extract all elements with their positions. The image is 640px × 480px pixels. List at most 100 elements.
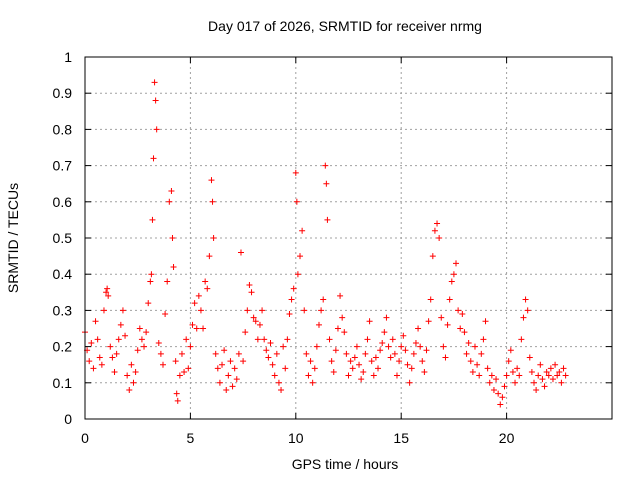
data-point bbox=[436, 235, 443, 241]
data-point bbox=[288, 296, 295, 303]
data-point bbox=[200, 325, 207, 332]
data-point bbox=[212, 350, 219, 357]
data-point bbox=[297, 253, 304, 260]
data-point bbox=[90, 365, 97, 372]
data-point bbox=[273, 350, 280, 357]
y-tick-label: 0.9 bbox=[53, 85, 73, 101]
y-tick-label: 0.3 bbox=[53, 302, 73, 318]
data-point bbox=[351, 354, 358, 361]
data-point bbox=[442, 354, 449, 361]
data-point bbox=[181, 368, 188, 375]
data-point bbox=[170, 263, 177, 270]
data-point bbox=[280, 343, 287, 350]
data-point bbox=[237, 249, 244, 256]
data-point bbox=[385, 343, 392, 350]
data-point bbox=[404, 361, 411, 368]
data-point bbox=[560, 365, 567, 372]
data-point bbox=[292, 169, 299, 176]
data-point bbox=[476, 372, 483, 379]
data-point bbox=[387, 354, 394, 361]
data-point bbox=[539, 376, 546, 383]
data-point bbox=[96, 354, 103, 361]
data-point bbox=[427, 296, 434, 303]
data-point bbox=[307, 358, 314, 365]
data-point bbox=[206, 253, 213, 260]
data-point bbox=[383, 314, 390, 321]
data-point bbox=[349, 365, 356, 372]
data-point bbox=[501, 383, 508, 390]
data-point bbox=[109, 354, 116, 361]
data-point bbox=[499, 394, 506, 401]
data-point bbox=[216, 379, 223, 386]
data-point bbox=[471, 343, 478, 350]
data-point bbox=[111, 368, 118, 375]
data-point bbox=[204, 285, 211, 292]
data-point bbox=[455, 307, 462, 314]
data-point bbox=[440, 343, 447, 350]
data-point bbox=[360, 368, 367, 375]
data-point bbox=[421, 368, 428, 375]
y-tick-label: 0 bbox=[64, 411, 72, 427]
data-point bbox=[484, 365, 491, 372]
data-point bbox=[231, 365, 238, 372]
data-point bbox=[153, 126, 160, 133]
data-point bbox=[398, 343, 405, 350]
grid-lines bbox=[85, 57, 612, 419]
data-point bbox=[209, 198, 216, 205]
data-point bbox=[537, 361, 544, 368]
data-point bbox=[486, 379, 493, 386]
data-point bbox=[320, 296, 327, 303]
data-point bbox=[197, 307, 204, 314]
data-point bbox=[210, 235, 217, 241]
data-point bbox=[168, 187, 175, 194]
data-point bbox=[169, 235, 176, 241]
data-point bbox=[512, 379, 519, 386]
data-point bbox=[115, 336, 122, 343]
axis-ticks: 00.10.20.30.40.50.60.70.80.910 5 10 15 20 bbox=[53, 49, 612, 446]
data-point bbox=[183, 336, 190, 343]
data-point bbox=[185, 365, 192, 372]
data-point bbox=[547, 365, 554, 372]
data-point bbox=[415, 325, 422, 332]
data-point bbox=[526, 354, 533, 361]
data-point bbox=[256, 321, 263, 328]
data-point bbox=[113, 350, 120, 357]
data-point bbox=[152, 97, 159, 104]
data-point bbox=[463, 350, 470, 357]
data-point bbox=[381, 329, 388, 336]
data-point bbox=[493, 376, 500, 383]
y-tick-label: 0.6 bbox=[53, 194, 73, 210]
data-point bbox=[250, 314, 257, 321]
data-point bbox=[103, 289, 110, 296]
data-point bbox=[495, 390, 502, 397]
data-point bbox=[138, 336, 145, 343]
data-point bbox=[396, 358, 403, 365]
data-point bbox=[88, 339, 95, 346]
data-point bbox=[552, 361, 559, 368]
data-point bbox=[556, 368, 563, 375]
x-tick-label: 15 bbox=[393, 430, 409, 446]
data-point bbox=[284, 336, 291, 343]
data-point bbox=[98, 361, 105, 368]
data-point bbox=[176, 372, 183, 379]
data-point bbox=[248, 289, 255, 296]
data-point bbox=[497, 401, 504, 408]
data-point bbox=[259, 307, 266, 314]
data-point bbox=[235, 350, 242, 357]
data-point bbox=[178, 350, 185, 357]
data-point bbox=[562, 372, 569, 379]
data-point bbox=[549, 376, 556, 383]
data-point bbox=[337, 292, 344, 299]
data-point bbox=[315, 321, 322, 328]
data-point bbox=[149, 216, 156, 223]
data-point bbox=[311, 365, 318, 372]
data-point bbox=[545, 372, 552, 379]
series-srmtid bbox=[82, 79, 569, 408]
data-point bbox=[358, 376, 365, 383]
data-point bbox=[305, 372, 312, 379]
data-point bbox=[166, 198, 173, 205]
data-point bbox=[377, 347, 384, 354]
y-tick-label: 0.1 bbox=[53, 375, 73, 391]
